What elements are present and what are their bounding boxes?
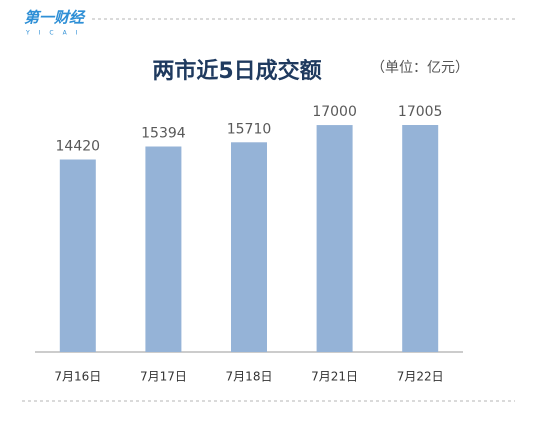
x-tick-label: 7月18日 — [226, 370, 273, 384]
logo: 第一财经 — [24, 9, 86, 27]
bar — [145, 146, 182, 352]
chart-subtitle: （单位：亿元） — [371, 60, 469, 76]
value-label: 17005 — [398, 104, 443, 120]
bar — [402, 125, 439, 352]
x-tick-label: 7月21日 — [311, 370, 358, 384]
x-tick-label: 7月16日 — [54, 370, 101, 384]
value-label: 15710 — [227, 121, 272, 137]
chart-title: 两市近5日成交额 — [152, 58, 321, 84]
value-label: 17000 — [312, 104, 357, 120]
x-tick-label: 7月22日 — [397, 370, 444, 384]
value-label: 15394 — [141, 126, 186, 142]
bar — [59, 159, 96, 352]
bar — [231, 142, 267, 352]
value-label: 14420 — [56, 139, 101, 155]
logo-letters: YICAI — [25, 30, 87, 37]
x-tick-label: 7月17日 — [140, 370, 187, 384]
bar — [316, 125, 353, 352]
